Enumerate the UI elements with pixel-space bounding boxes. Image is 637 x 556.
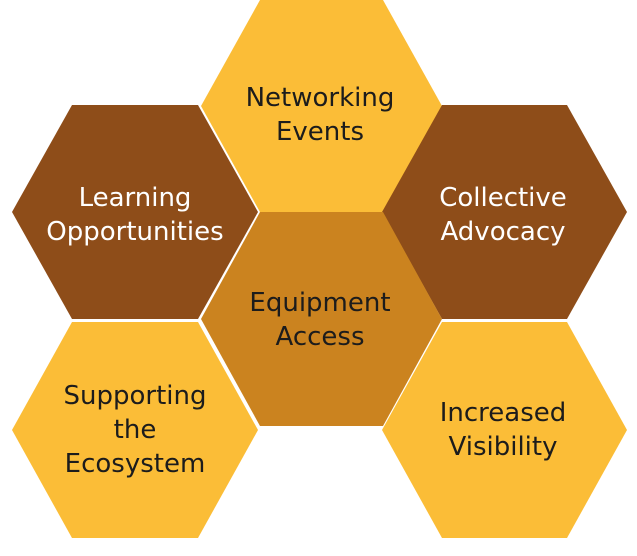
label-line: Equipment [249,288,391,318]
hexagon-supporting-the-ecosystem [12,322,258,538]
label-line: Advocacy [440,217,566,247]
hexagon-learning-opportunities [12,105,258,319]
label-supporting-the-ecosystem: Supporting the Ecosystem [15,370,255,490]
label-line: Ecosystem [64,449,206,479]
label-line: Events [275,117,365,147]
label-line: Networking [245,83,395,113]
label-line: Collective [439,183,567,213]
label-line: Learning [78,183,192,213]
label-collective-advocacy: Collective Advocacy [383,160,623,270]
label-line: Increased [439,398,567,428]
label-increased-visibility: Increased Visibility [383,375,623,485]
label-line: Supporting [63,381,207,411]
hexagon-collective-advocacy [382,105,627,319]
label-networking-events: Networking Events [200,60,440,170]
label-line: Access [275,322,365,352]
label-equipment-access: Equipment Access [200,265,440,375]
label-line: Visibility [448,432,558,462]
label-learning-opportunities: Learning Opportunities [15,160,255,270]
label-line: the [113,415,157,445]
hexagon-increased-visibility [382,322,627,538]
label-line: Opportunities [46,217,224,247]
hexagon-networking-events [201,0,442,212]
hexagon-equipment-access [201,212,442,426]
